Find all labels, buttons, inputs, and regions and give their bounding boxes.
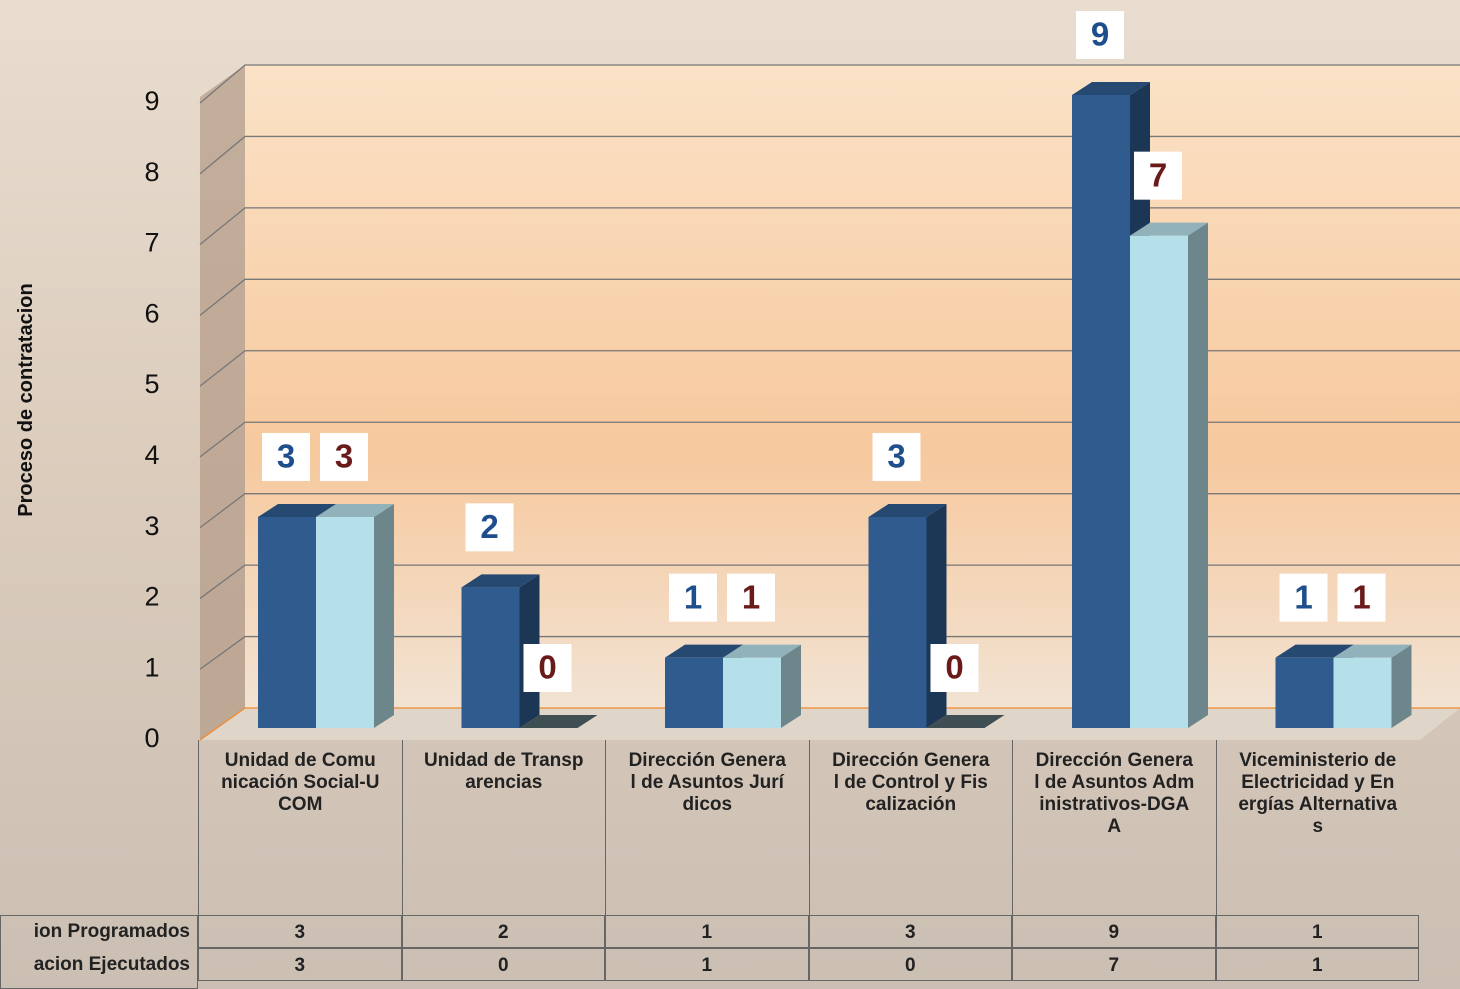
value-label-bg <box>262 433 310 481</box>
bar-side <box>1188 222 1208 728</box>
table-value: 1 <box>1215 948 1419 981</box>
y-axis-title: Proceso de contratacion <box>15 283 37 516</box>
table-value: 3 <box>808 915 1012 948</box>
bar <box>868 517 927 728</box>
table-value: 3 <box>198 948 402 981</box>
value-label-bg <box>930 644 979 692</box>
grid-line <box>199 207 1460 246</box>
table-value: 2 <box>401 915 605 948</box>
value-label: 7 <box>1149 156 1167 193</box>
category-label: Dirección General de Control y Fiscaliza… <box>808 740 1013 915</box>
y-tick-label: 2 <box>144 582 159 612</box>
legend-label: acion Ejecutados <box>33 954 190 975</box>
value-label-bg <box>872 433 921 481</box>
y-tick-label: 0 <box>144 723 159 753</box>
grid-line <box>199 564 1460 599</box>
table-value: 1 <box>605 948 809 981</box>
table-frame <box>0 915 198 989</box>
category-label: Viceministerio de Electricidad y Energía… <box>1215 740 1420 915</box>
value-label: 1 <box>742 578 760 615</box>
y-tick-label: 4 <box>144 440 159 470</box>
value-label: 0 <box>945 649 963 686</box>
bar-top <box>665 644 743 658</box>
grid-line <box>199 493 1460 529</box>
bar-top <box>868 504 947 517</box>
bar <box>1130 235 1188 728</box>
bar-top <box>258 504 336 517</box>
value-label: 2 <box>480 508 498 545</box>
bar <box>1072 95 1130 728</box>
bar-top <box>1130 222 1208 236</box>
bar <box>1275 657 1334 728</box>
value-label-bg <box>1279 573 1328 622</box>
grid-line <box>199 64 1460 104</box>
grid-line <box>199 421 1460 458</box>
y-tick-label: 8 <box>144 157 159 187</box>
value-label: 9 <box>1091 16 1109 53</box>
value-label-bg <box>1337 573 1386 622</box>
y-tick-label: 1 <box>144 652 159 682</box>
bar-top <box>519 715 598 728</box>
bar <box>258 517 316 728</box>
table-value: 1 <box>1215 915 1419 948</box>
bar-side <box>374 504 394 728</box>
bar-side <box>1391 644 1412 728</box>
value-label: 1 <box>684 578 702 615</box>
bar <box>723 657 781 728</box>
back-wall <box>245 65 1460 708</box>
table-value: 7 <box>1012 948 1216 981</box>
table-value: 3 <box>198 915 402 948</box>
value-label: 1 <box>1352 578 1370 615</box>
grid-line <box>199 707 1460 741</box>
category-label: Dirección General de Asuntos Jurídicos <box>605 740 809 915</box>
value-label: 3 <box>277 438 295 475</box>
category-label: Unidad de Transparencias <box>401 740 606 915</box>
bar-top <box>1072 82 1150 95</box>
value-label-bg <box>320 433 368 481</box>
bar <box>665 657 723 728</box>
grid-line <box>199 635 1460 670</box>
bar-top <box>926 715 1005 728</box>
bar-top <box>316 504 394 517</box>
value-label-bg <box>1076 11 1124 59</box>
table-value: 9 <box>1012 915 1216 948</box>
side-wall <box>200 65 245 740</box>
bar-top <box>723 644 801 658</box>
bar-side <box>926 504 947 728</box>
value-label-bg <box>523 644 572 692</box>
value-label-bg <box>465 503 514 552</box>
value-label: 3 <box>335 438 353 475</box>
value-label: 3 <box>887 438 905 475</box>
y-tick-label: 5 <box>144 369 159 399</box>
value-label-bg <box>1134 151 1182 200</box>
bar-top <box>461 574 540 588</box>
bar <box>461 587 520 728</box>
y-tick-label: 3 <box>144 511 159 541</box>
table-value: 0 <box>808 948 1012 981</box>
bar <box>1333 657 1392 728</box>
y-tick-label: 9 <box>144 86 159 116</box>
bar-top <box>1275 644 1354 658</box>
category-label: Dirección General de Asuntos Administrat… <box>1012 740 1216 915</box>
value-label: 0 <box>538 649 556 686</box>
value-label: 1 <box>1294 578 1312 615</box>
bar-top <box>1333 644 1412 658</box>
category-label: Unidad de Comunicación Social-UCOM <box>198 740 402 915</box>
grid-line <box>199 135 1460 175</box>
legend-label: ion Programados <box>33 921 190 942</box>
table-value: 0 <box>401 948 605 981</box>
bar-side <box>781 644 801 728</box>
value-label-bg <box>669 573 717 622</box>
grid-line <box>199 278 1460 316</box>
bar <box>316 517 374 728</box>
grid-line <box>199 350 1460 387</box>
y-tick-label: 6 <box>144 298 159 328</box>
table-value: 1 <box>605 915 809 948</box>
y-tick-label: 7 <box>144 228 159 258</box>
value-label-bg <box>727 573 775 622</box>
